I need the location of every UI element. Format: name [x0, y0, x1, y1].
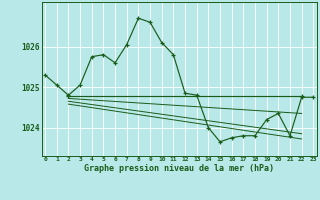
X-axis label: Graphe pression niveau de la mer (hPa): Graphe pression niveau de la mer (hPa) — [84, 164, 274, 173]
